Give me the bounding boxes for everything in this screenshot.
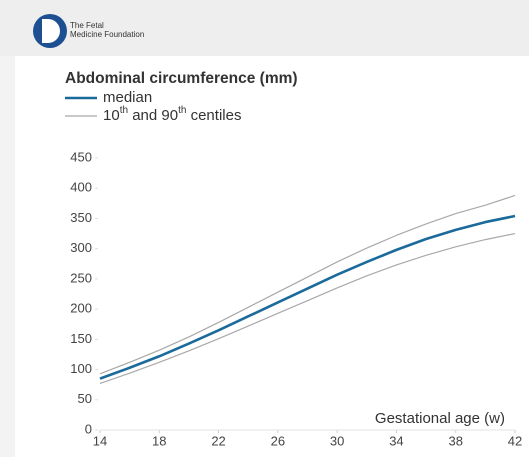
logo-text: The Fetal xyxy=(70,21,104,30)
x-tick-label: 34 xyxy=(389,433,403,448)
x-tick-label: 18 xyxy=(152,433,166,448)
chart-title: Abdominal circumference (mm) xyxy=(65,70,298,87)
y-tick-label: 350 xyxy=(70,210,92,225)
y-tick-label: 150 xyxy=(70,331,92,346)
header-bar xyxy=(0,0,529,56)
series-line xyxy=(99,194,516,375)
y-tick-label: 0 xyxy=(85,421,92,436)
logo-d xyxy=(42,19,60,43)
series-line xyxy=(99,214,516,380)
y-tick-label: 200 xyxy=(70,301,92,316)
logo-text: Medicine Foundation xyxy=(70,30,144,39)
legend-label: median xyxy=(103,89,152,106)
y-tick-label: 450 xyxy=(70,149,92,164)
chart-card xyxy=(15,56,529,457)
logo: The Fetal Medicine Foundation xyxy=(33,14,144,48)
x-tick-label: 26 xyxy=(271,433,285,448)
y-tick-label: 250 xyxy=(70,270,92,285)
series-line xyxy=(99,232,516,385)
y-tick-label: 50 xyxy=(78,391,92,406)
x-tick-label: 38 xyxy=(448,433,462,448)
x-tick-label: 30 xyxy=(330,433,344,448)
x-tick-label: 22 xyxy=(211,433,225,448)
y-tick-label: 400 xyxy=(70,180,92,195)
y-tick-label: 100 xyxy=(70,361,92,376)
x-tick-label: 42 xyxy=(508,433,522,448)
legend-label: 10th and 90th centiles xyxy=(103,105,241,124)
x-axis-label: Gestational age (w) xyxy=(375,410,505,427)
x-tick-label: 14 xyxy=(93,433,107,448)
y-tick-label: 300 xyxy=(70,240,92,255)
